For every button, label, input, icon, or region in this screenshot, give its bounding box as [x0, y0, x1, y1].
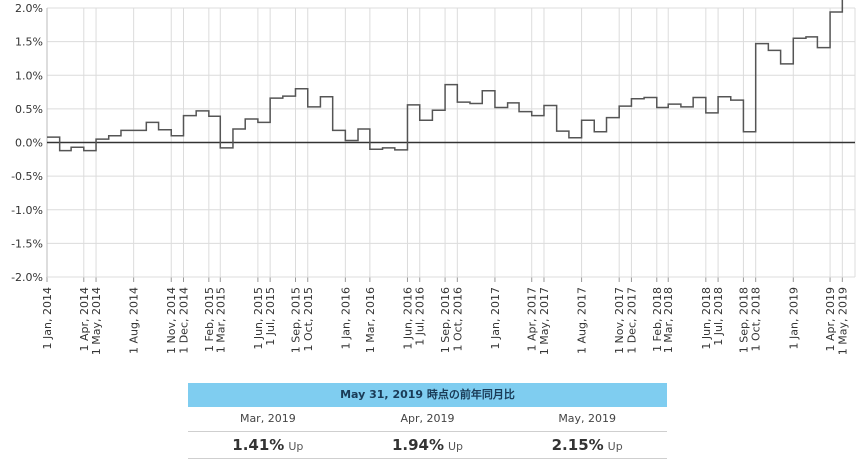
x-tick-label: 1 Jun, 2016: [401, 287, 414, 350]
x-tick-label: 1 Mar, 2015: [214, 287, 227, 353]
y-tick-label: 1.0%: [15, 69, 43, 82]
x-tick-label: 1 Feb, 2015: [203, 287, 216, 352]
y-tick-label: 0.5%: [15, 103, 43, 116]
x-tick-label: 1 Dec, 2014: [178, 287, 191, 354]
x-tick-label: 1 Jun, 2018: [700, 287, 713, 350]
summary-direction: Up: [607, 440, 623, 453]
x-tick-label: 1 Feb, 2018: [651, 287, 664, 352]
x-tick-label: 1 Apr, 2017: [526, 287, 539, 352]
x-tick-label: 1 May, 2014: [90, 287, 103, 355]
summary-percent: 1.94%: [391, 436, 444, 454]
y-tick-label: 2.0%: [15, 2, 43, 15]
x-tick-label: 1 Dec, 2017: [625, 287, 638, 354]
summary-value-cell: 2.15% Up: [507, 432, 668, 459]
summary-value-cell: 1.94% Up: [347, 432, 508, 459]
x-axis-labels: 1 Jan, 2014 1 Apr, 2014 1 May, 2014 1 Aug, …: [41, 287, 849, 355]
x-tick-label: 1 Jul, 2018: [712, 287, 725, 346]
summary-percent: 1.41%: [232, 436, 285, 454]
summary-percent: 2.15%: [551, 436, 604, 454]
summary-month: Mar, 2019: [188, 407, 348, 432]
y-tick-label: -1.0%: [11, 204, 43, 217]
x-tick-label: 1 Mar, 2018: [662, 287, 675, 353]
x-tick-label: 1 Aug, 2017: [576, 287, 589, 354]
x-tick-label: 1 Jul, 2016: [414, 287, 427, 346]
x-tick-label: 1 Apr, 2019: [824, 287, 837, 352]
x-tick-label: 1 May, 2017: [538, 287, 551, 355]
yoy-summary-table: May 31, 2019 時点の前年同月比 Mar, 2019 Apr, 201…: [188, 383, 668, 459]
x-grid-lines: [46, 8, 856, 282]
x-tick-label: 1 Jan, 2016: [339, 287, 352, 349]
summary-header: May 31, 2019 時点の前年同月比: [188, 383, 667, 407]
x-tick-label: 1 Aug, 2014: [128, 287, 141, 354]
summary-direction: Up: [448, 440, 464, 453]
x-tick-label: 1 Jan, 2017: [489, 287, 502, 349]
summary-value-cell: 1.41% Up: [188, 432, 348, 459]
step-line-chart: 2.0% 1.5% 1.0% 0.5% 0.0% -0.5% -1.0% -1.5% -2.0%…: [11, 0, 856, 355]
x-tick-label: 1 Sep, 2015: [289, 287, 302, 353]
summary-values-row: 1.41% Up 1.94% Up 2.15% Up: [188, 432, 668, 459]
x-tick-label: 1 Nov, 2014: [165, 287, 178, 354]
x-tick-label: 1 Jan, 2014: [41, 287, 54, 349]
x-tick-label: 1 Jul, 2015: [264, 287, 277, 346]
y-tick-label: 0.0%: [15, 137, 43, 150]
summary-direction: Up: [288, 440, 304, 453]
y-tick-label: -1.5%: [11, 237, 43, 250]
x-tick-label: 1 Oct, 2016: [451, 287, 464, 352]
y-tick-label: -2.0%: [11, 271, 43, 284]
summary-month: May, 2019: [507, 407, 668, 432]
y-tick-label: 1.5%: [15, 36, 43, 49]
x-tick-label: 1 Sep, 2018: [737, 287, 750, 353]
x-tick-label: 1 Jan, 2019: [787, 287, 800, 349]
x-tick-label: 1 Nov, 2017: [613, 287, 626, 354]
x-tick-label: 1 Sep, 2016: [439, 287, 452, 353]
x-tick-label: 1 Apr, 2014: [78, 287, 91, 352]
x-tick-label: 1 May, 2019: [836, 287, 849, 355]
y-axis-labels: 2.0% 1.5% 1.0% 0.5% 0.0% -0.5% -1.0% -1.5% -2.0%: [11, 2, 43, 284]
x-tick-label: 1 Jun, 2015: [252, 287, 265, 350]
x-tick-label: 1 Mar, 2016: [364, 287, 377, 353]
x-tick-label: 1 Oct, 2018: [750, 287, 763, 352]
y-tick-label: -0.5%: [11, 170, 43, 183]
summary-months-row: Mar, 2019 Apr, 2019 May, 2019: [188, 407, 668, 432]
series-line[interactable]: [47, 0, 855, 152]
summary-month: Apr, 2019: [347, 407, 508, 432]
x-tick-label: 1 Oct, 2015: [302, 287, 315, 352]
